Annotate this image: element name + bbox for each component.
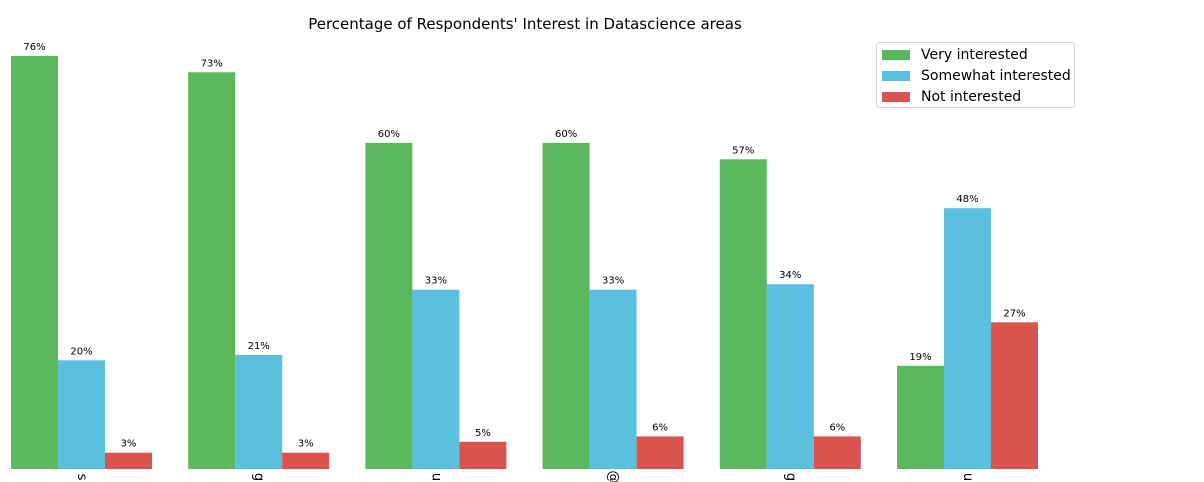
bar-label-somewhat-interested-2: 21% (248, 341, 270, 352)
bar-very-interested-4 (542, 142, 590, 469)
x-tick-label-4: @ (606, 471, 621, 482)
x-tick-label-6: u (960, 473, 975, 481)
legend-entry-very-interested: Very interested (882, 45, 1028, 65)
bar-label-somewhat-interested-5: 34% (779, 270, 801, 281)
bar-not-interested-4 (636, 436, 684, 469)
x-tick-label-2: g (251, 473, 266, 481)
bar-label-somewhat-interested-4: 33% (602, 276, 624, 287)
bar-label-very-interested-2: 73% (201, 58, 223, 69)
bar-not-interested-1 (105, 452, 152, 469)
bar-label-very-interested-3: 60% (378, 129, 400, 140)
bar-label-not-interested-1: 3% (121, 439, 137, 450)
bar-very-interested-3 (365, 142, 413, 469)
bar-somewhat-interested-2 (235, 354, 283, 469)
x-tick-label-3: u (428, 473, 443, 481)
bar-somewhat-interested-4 (589, 289, 637, 469)
bar-not-interested-3 (459, 441, 507, 469)
bar-very-interested-2 (188, 72, 236, 470)
bar-label-somewhat-interested-1: 20% (70, 346, 92, 357)
bar-label-not-interested-2: 3% (298, 439, 314, 450)
legend-swatch-somewhat-interested (882, 71, 910, 81)
legend-label-very-interested: Very interested (921, 47, 1028, 63)
chart-title: Percentage of Respondents' Interest in D… (308, 15, 742, 33)
bar-label-not-interested-4: 6% (652, 422, 668, 433)
bar-label-very-interested-1: 76% (23, 42, 45, 53)
legend-entry-somewhat-interested: Somewhat interested (882, 66, 1071, 86)
legend-label-somewhat-interested: Somewhat interested (921, 68, 1071, 84)
bar-somewhat-interested-6 (944, 208, 991, 469)
bar-very-interested-6 (897, 365, 944, 470)
bar-not-interested-2 (282, 452, 330, 469)
legend-label-not-interested: Not interested (921, 89, 1022, 105)
bar-label-very-interested-4: 60% (555, 129, 577, 140)
bar-not-interested-6 (991, 322, 1038, 469)
x-tick-label-5: g (783, 473, 798, 481)
bar-label-very-interested-6: 19% (909, 352, 931, 363)
chart-legend: Very interested Somewhat interested Not … (876, 42, 1075, 108)
legend-swatch-not-interested (882, 92, 910, 102)
bar-label-somewhat-interested-3: 33% (425, 276, 447, 287)
bar-somewhat-interested-3 (412, 289, 460, 469)
bar-label-not-interested-6: 27% (1003, 308, 1025, 319)
x-tick-label-1: s (74, 474, 89, 481)
bar-label-not-interested-5: 6% (829, 422, 845, 433)
bar-label-not-interested-3: 5% (475, 428, 491, 439)
bar-very-interested-1 (11, 56, 58, 469)
bar-very-interested-5 (719, 159, 767, 470)
bar-somewhat-interested-1 (58, 360, 105, 469)
legend-swatch-very-interested (882, 50, 910, 60)
legend-entry-not-interested: Not interested (882, 87, 1021, 107)
bar-label-very-interested-5: 57% (732, 145, 754, 156)
bar-not-interested-5 (813, 436, 861, 469)
bar-label-somewhat-interested-6: 48% (956, 194, 978, 205)
bar-somewhat-interested-5 (766, 284, 814, 469)
